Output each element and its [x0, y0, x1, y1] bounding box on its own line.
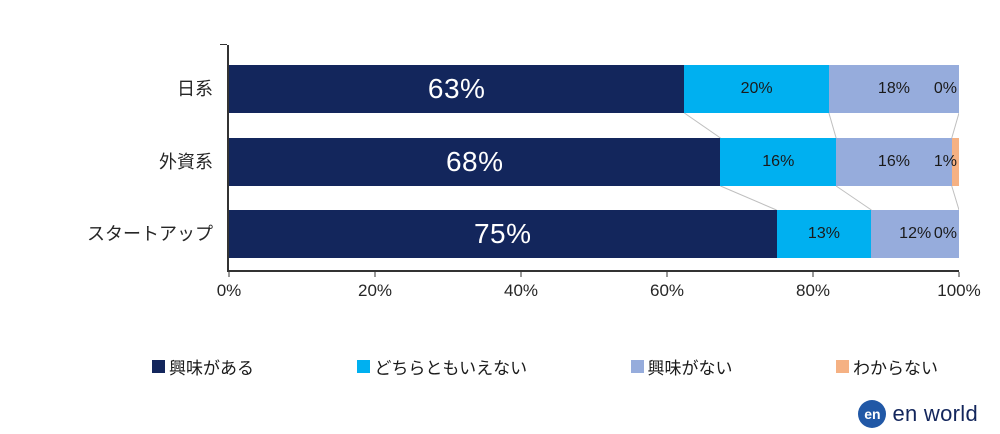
category-label: 日系: [177, 79, 213, 99]
segment-value-label: 20%: [740, 80, 773, 97]
plot-area: 63% 20% 18% 0% 68% 16% 16% 1% 75% 13% 12% 0% 0% 20% 40…: [217, 44, 981, 300]
bar-segment-3: 18%: [828, 65, 959, 113]
bar-segment-1: 63%: [229, 65, 685, 113]
segment-value-label-outside: 1%: [933, 153, 957, 170]
category-labels: 日系外資系スタートアップ: [0, 45, 213, 270]
x-axis-tick-label: 20%: [357, 281, 393, 300]
legend-swatch: [835, 360, 849, 373]
x-axis-tick: [228, 272, 230, 277]
x-axis-tick: [812, 272, 814, 277]
legend-item: 興味がある: [152, 354, 254, 379]
legend-label: 興味がある: [169, 359, 254, 378]
bar-segment-1: 75%: [229, 210, 777, 258]
category-label: 外資系: [159, 152, 213, 172]
segment-value-label: 75%: [473, 218, 532, 249]
legend-swatch: [357, 360, 371, 373]
legend-label: わからない: [852, 359, 938, 378]
bar-segment-2: 16%: [720, 138, 837, 186]
bar-row: 75% 13% 12% 0%: [229, 210, 959, 258]
enworld-logo: en en world: [858, 400, 978, 428]
category-label: スタートアップ: [87, 224, 213, 244]
segment-value-label: 63%: [427, 73, 486, 104]
segment-value-label: 68%: [445, 146, 504, 177]
bar-row: 68% 16% 16% 1%: [229, 138, 959, 186]
bar-segment-2: 13%: [776, 210, 872, 258]
legend-swatch: [630, 360, 644, 373]
bar-segment-3: 16%: [836, 138, 952, 186]
segment-value-label-outside: 0%: [933, 80, 957, 97]
segment-value-label: 13%: [807, 225, 840, 242]
legend-swatch: [152, 360, 165, 373]
bar-segment-3: 12%: [871, 210, 959, 258]
x-axis-tick: [520, 272, 522, 277]
x-axis-tick-label: 80%: [795, 281, 831, 300]
segment-value-label-outside: 0%: [933, 225, 957, 242]
segment-value-label: 16%: [762, 153, 795, 170]
segment-value-label: 18%: [877, 80, 910, 97]
x-axis-tick-label: 0%: [216, 281, 242, 300]
bar-segment-4: [951, 138, 959, 186]
legend-item: 興味がない: [630, 354, 733, 379]
legend-item: わからない: [835, 354, 938, 379]
segment-value-label: 16%: [877, 153, 910, 170]
legend-item: どちらともいえない: [357, 354, 527, 379]
x-axis-tick-label: 100%: [937, 281, 981, 300]
bar-segment-1: 68%: [229, 138, 721, 186]
x-axis-tick: [374, 272, 376, 277]
x-axis-tick: [666, 272, 668, 277]
legend-label: 興味がない: [647, 359, 733, 378]
x-axis-tick: [958, 272, 960, 277]
bar-row: 63% 20% 18% 0%: [229, 65, 959, 113]
y-axis-top-tick: [220, 44, 227, 45]
x-axis-tick-label: 60%: [649, 281, 685, 300]
legend: 興味がある どちらともいえない 興味がない わからない: [152, 354, 938, 379]
segment-value-label: 12%: [899, 225, 932, 242]
x-axis-tick-label: 40%: [503, 281, 539, 300]
enworld-logo-mark: en: [858, 400, 887, 428]
bar-segment-2: 20%: [684, 65, 829, 113]
legend-label: どちらともいえない: [374, 359, 528, 378]
enworld-logo-text: en world: [892, 401, 978, 426]
